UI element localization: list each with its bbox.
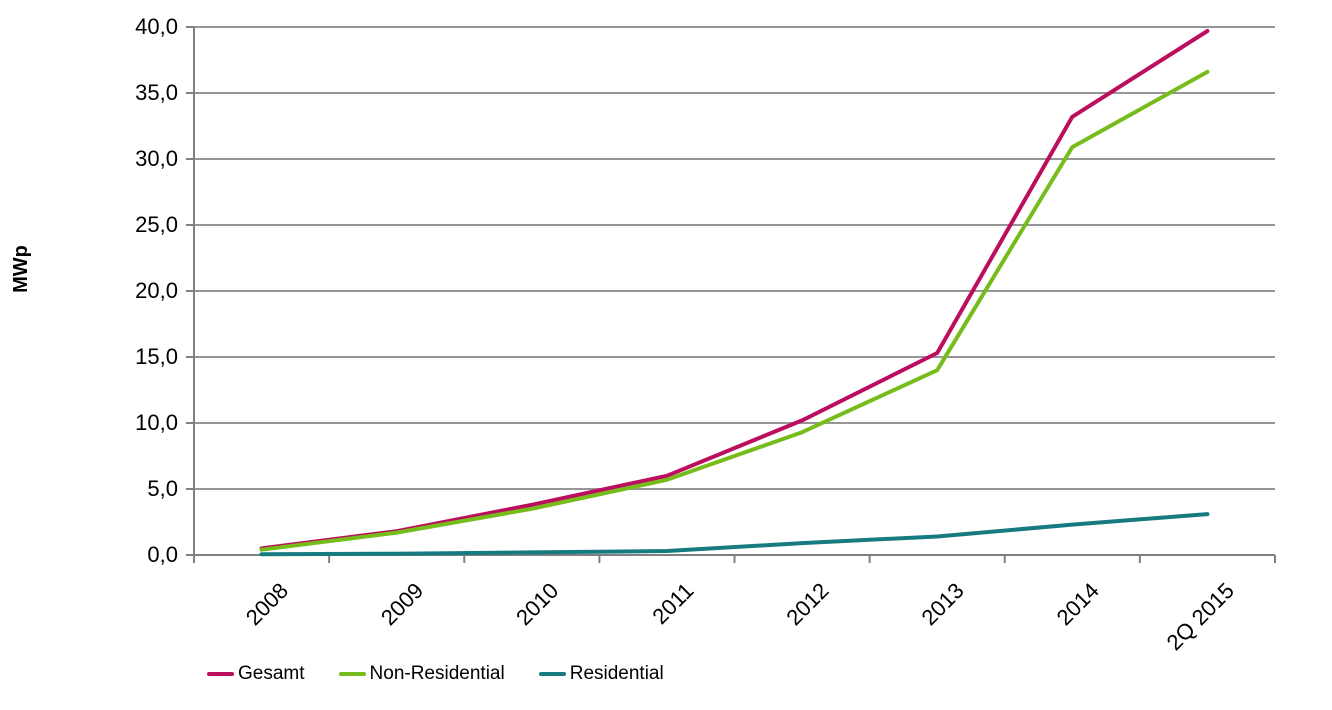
series-line-non-residential <box>259 69 1210 552</box>
legend-line-swatch <box>207 672 234 676</box>
series-line-residential <box>259 512 1210 557</box>
y-tick-label: 40,0 <box>135 14 178 39</box>
legend-line-swatch <box>538 672 566 676</box>
x-tick-label: 2010 <box>511 578 563 630</box>
y-tick-label: 30,0 <box>135 146 178 171</box>
legend-label: Gesamt <box>238 663 305 684</box>
y-tick-label: 25,0 <box>135 212 178 237</box>
x-tick-label: 2009 <box>376 578 428 630</box>
y-axis-title: MWp <box>10 245 32 293</box>
series-line-gesamt <box>259 29 1210 551</box>
y-tick-label: 20,0 <box>135 278 178 303</box>
legend-item-residential: Residential <box>538 663 664 685</box>
legend-item-gesamt: Gesamt <box>207 663 305 685</box>
x-tick-label: 2Q 2015 <box>1162 578 1239 655</box>
x-tick-label: 2011 <box>647 578 698 629</box>
legend-label: Non-Residential <box>369 663 505 684</box>
y-tick-label: 5,0 <box>147 476 178 501</box>
legend-item-non-residential: Non-Residential <box>338 663 505 685</box>
y-tick-label: 15,0 <box>135 344 178 369</box>
x-tick-label: 2013 <box>916 578 968 630</box>
x-tick-label: 2012 <box>781 578 833 630</box>
y-tick-label: 10,0 <box>135 410 178 435</box>
legend-line-swatch <box>338 672 366 676</box>
legend-label: Residential <box>569 663 664 684</box>
y-tick-label: 0,0 <box>147 542 178 567</box>
y-tick-label: 35,0 <box>135 80 178 105</box>
x-tick-label: 2008 <box>241 578 293 630</box>
x-tick-label: 2014 <box>1052 578 1104 630</box>
legend: Gesamt Non-Residential Residential <box>207 663 664 685</box>
